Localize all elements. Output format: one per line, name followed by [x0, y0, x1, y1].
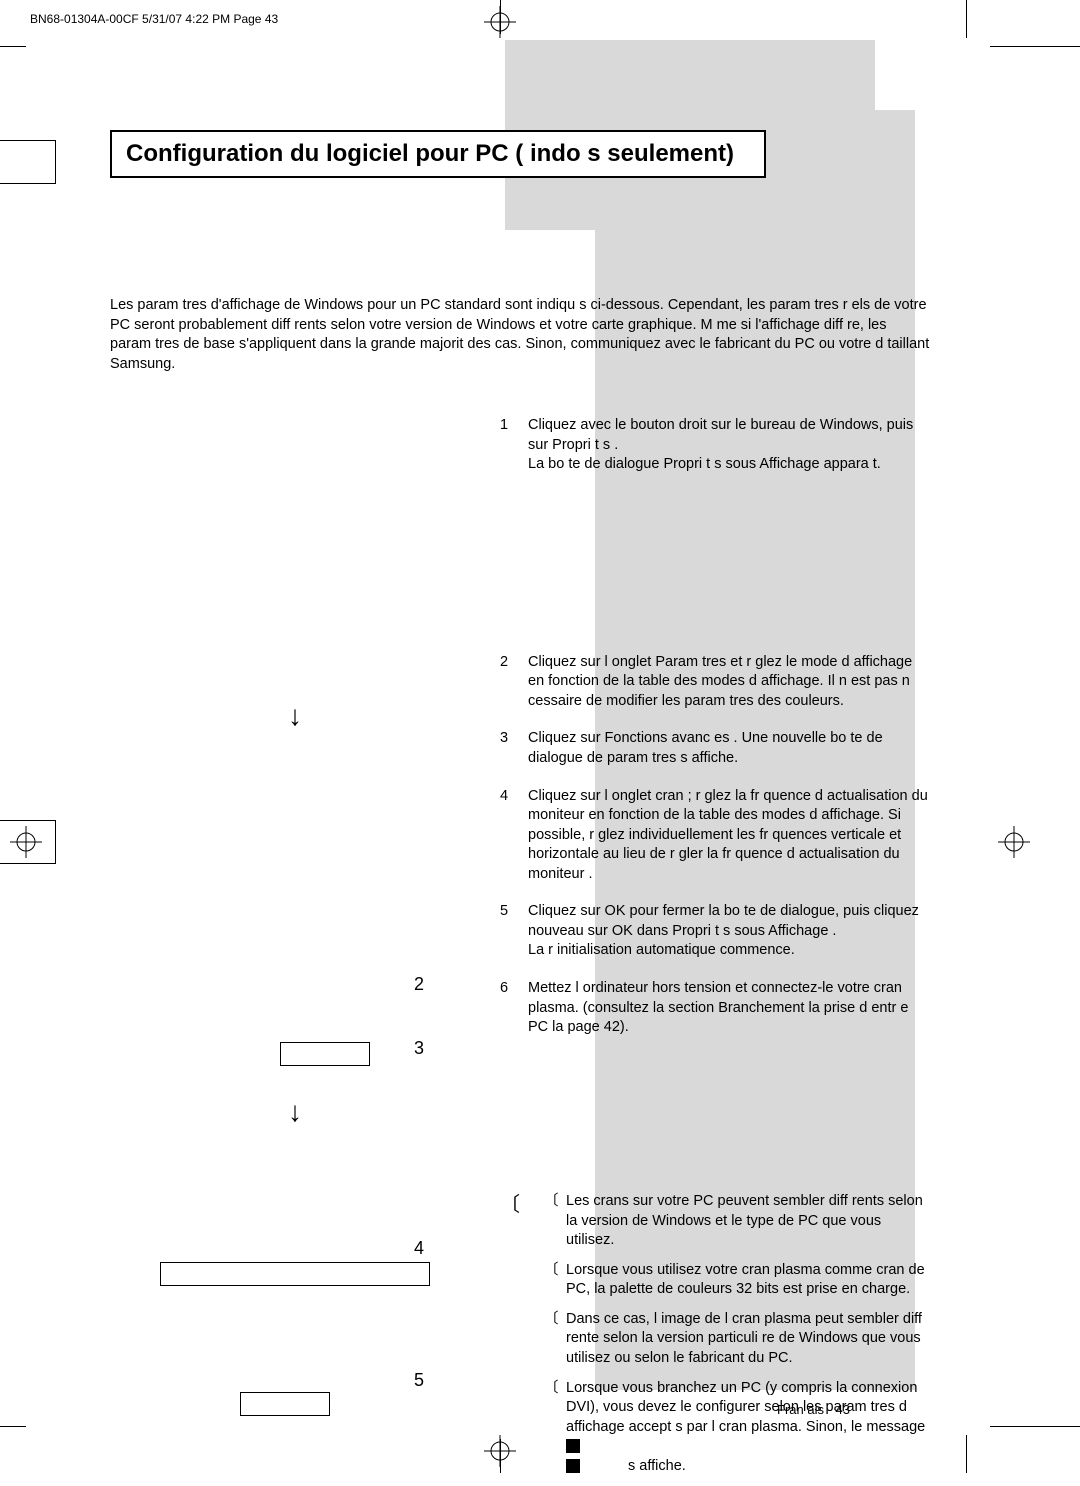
callout-4: 4 [414, 1238, 424, 1259]
step-body: Cliquez sur l onglet cran ; r glez la fr… [528, 787, 930, 885]
step-1: 1 Cliquez avec le bouton droit sur le bu… [500, 416, 930, 475]
step-5: 5 Cliquez sur OK pour fermer la bo te de… [500, 902, 930, 961]
note-item: 〔 Dans ce cas, l image de l cran plasma … [544, 1310, 930, 1369]
down-arrow-icon: ↓ [288, 1096, 302, 1128]
note-text-main: Lorsque vous branchez un PC (y compris l… [566, 1380, 925, 1435]
step-4: 4 Cliquez sur l onglet cran ; r glez la … [500, 787, 930, 885]
step-2: 2 Cliquez sur l onglet Param tres et r g… [500, 653, 930, 712]
step-body: Cliquez sur Fonctions avanc es . Une nou… [528, 729, 930, 768]
bullet-icon: 〔 [544, 1379, 566, 1477]
step-body: Cliquez sur OK pour fermer la bo te de d… [528, 902, 930, 961]
steps-list: 1 Cliquez avec le bouton droit sur le bu… [500, 416, 930, 1056]
note-icon: 〔 [500, 1192, 544, 1486]
callout-box [280, 1042, 370, 1066]
bullet-icon: 〔 [544, 1261, 566, 1300]
callout-2: 2 [414, 974, 424, 995]
step-number: 6 [500, 979, 528, 1038]
bullet-icon: 〔 [544, 1192, 566, 1251]
step-number: 4 [500, 787, 528, 885]
note-item: 〔 Les crans sur votre PC peuvent sembler… [544, 1192, 930, 1251]
notes-list: 〔 Les crans sur votre PC peuvent sembler… [544, 1192, 930, 1486]
notes-block: 〔 〔 Les crans sur votre PC peuvent sembl… [500, 1192, 930, 1486]
black-box-icon [566, 1459, 580, 1473]
step-body: Mettez l ordinateur hors tension et conn… [528, 979, 930, 1038]
step-3: 3 Cliquez sur Fonctions avanc es . Une n… [500, 729, 930, 768]
page-title: Configuration du logiciel pour PC ( indo… [126, 140, 734, 168]
note-text: Dans ce cas, l image de l cran plasma pe… [566, 1310, 930, 1369]
step-body: Cliquez sur l onglet Param tres et r gle… [528, 653, 930, 712]
down-arrow-icon: ↓ [288, 700, 302, 732]
note-text: Les crans sur votre PC peuvent sembler d… [566, 1192, 930, 1251]
page-footer: Fran ais - 43 [777, 1402, 850, 1417]
callout-3: 3 [414, 1038, 424, 1059]
step-number: 1 [500, 416, 528, 475]
note-text: Lorsque vous utilisez votre cran plasma … [566, 1261, 930, 1300]
step-number: 3 [500, 729, 528, 768]
callout-box [240, 1392, 330, 1416]
intro-paragraph: Les param tres d'affichage de Windows po… [110, 296, 930, 374]
step-number: 2 [500, 653, 528, 712]
note-item: 〔 Lorsque vous branchez un PC (y compris… [544, 1379, 930, 1477]
callout-5: 5 [414, 1370, 424, 1391]
note-item: 〔 Lorsque vous utilisez votre cran plasm… [544, 1261, 930, 1300]
step-6: 6 Mettez l ordinateur hors tension et co… [500, 979, 930, 1038]
step-number: 5 [500, 902, 528, 961]
print-header: BN68-01304A-00CF 5/31/07 4:22 PM Page 43 [30, 12, 278, 26]
note-text: Lorsque vous branchez un PC (y compris l… [566, 1379, 930, 1477]
note-tail: s affiche. [628, 1458, 686, 1474]
step-body: Cliquez avec le bouton droit sur le bure… [528, 416, 930, 475]
bullet-icon: 〔 [544, 1310, 566, 1369]
black-box-icon [566, 1439, 580, 1453]
page-title-box: Configuration du logiciel pour PC ( indo… [110, 130, 766, 178]
callout-box [160, 1262, 430, 1286]
